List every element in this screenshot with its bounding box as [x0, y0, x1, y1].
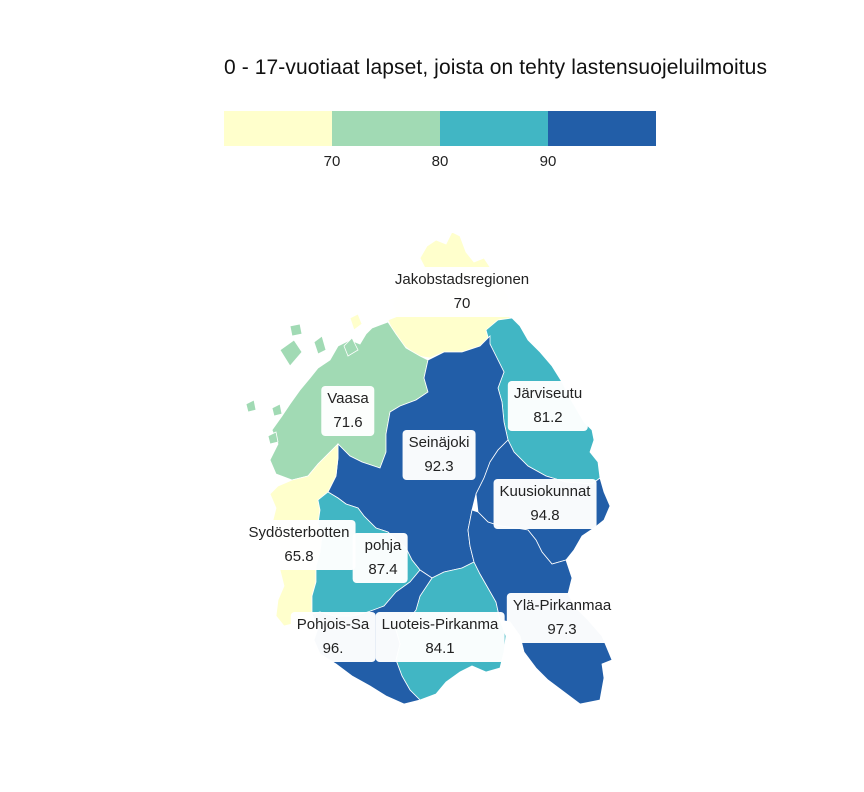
label-value: 84.1: [425, 640, 455, 657]
label-value: 97.3: [547, 621, 577, 638]
label-jakobstadsregionen: Jakobstadsregionen 70: [388, 267, 536, 317]
label-value: 94.8: [530, 507, 560, 524]
label-kuusiokunnat: Kuusiokunnat 94.8: [493, 479, 597, 529]
legend-tick-80: 80: [431, 153, 449, 170]
legend-tick-70: 70: [323, 153, 341, 170]
label-name: Sydösterbotten: [248, 524, 350, 541]
label-luoteis-pirkanmaa: Luoteis-Pirkanma 84.1: [375, 612, 505, 662]
label-name: Ylä-Pirkanmaa: [512, 597, 612, 614]
label-name: Seinäjoki: [408, 434, 470, 451]
legend-swatch-4: [548, 111, 656, 146]
label-pohjois-satakunta: Pohjois-Sa 96.: [290, 612, 376, 662]
color-legend: [224, 111, 656, 146]
label-name: Jakobstadsregionen: [394, 271, 530, 288]
label-yla-pirkanmaa: Ylä-Pirkanmaa 97.3: [506, 593, 618, 643]
label-value: 65.8: [284, 548, 314, 565]
label-value: 87.4: [368, 561, 398, 578]
label-vaasa: Vaasa 71.6: [321, 386, 375, 436]
label-suupohja: pohja 87.4: [352, 533, 408, 583]
label-name: Luoteis-Pirkanma: [381, 616, 499, 633]
legend-swatch-3: [440, 111, 548, 146]
label-value: 92.3: [424, 458, 454, 475]
label-value: 71.6: [333, 414, 363, 431]
label-sydosterbotten: Sydösterbotten 65.8: [242, 520, 356, 570]
label-value: 81.2: [533, 409, 563, 426]
label-value: 96.: [322, 640, 344, 657]
legend-swatch-2: [332, 111, 440, 146]
label-name: pohja: [364, 537, 402, 554]
legend-swatch-1: [224, 111, 332, 146]
label-name: Järviseutu: [513, 385, 583, 402]
label-name: Kuusiokunnat: [499, 483, 591, 500]
label-name: Vaasa: [327, 390, 369, 407]
legend-tick-90: 90: [539, 153, 557, 170]
chart-title: 0 - 17-vuotiaat lapset, joista on tehty …: [224, 56, 768, 79]
label-jarviseutu: Järviseutu 81.2: [507, 381, 589, 431]
label-name: Pohjois-Sa: [296, 616, 370, 633]
label-seinajoki: Seinäjoki 92.3: [402, 430, 476, 480]
label-value: 70: [453, 295, 471, 312]
